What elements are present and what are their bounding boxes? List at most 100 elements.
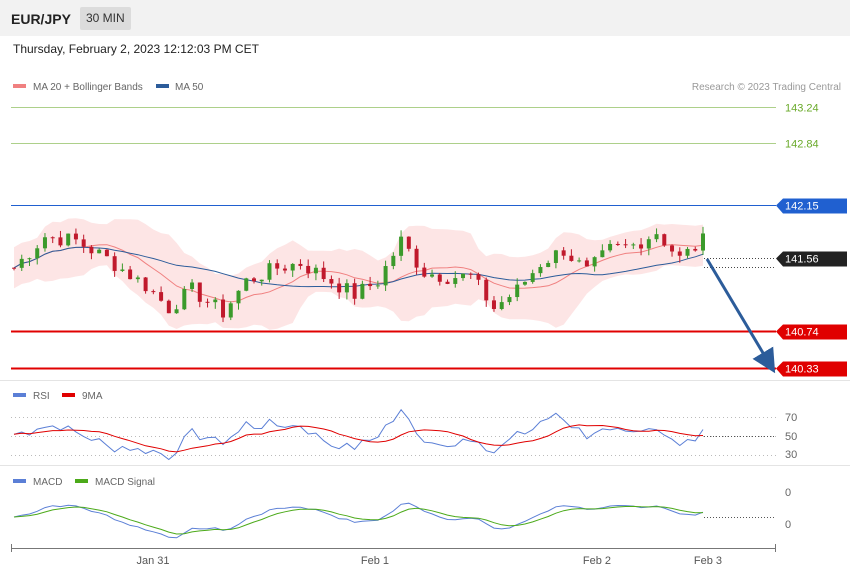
legend-macd-signal: MACD Signal	[95, 477, 155, 488]
candle	[282, 264, 287, 274]
support-price-tag	[776, 361, 847, 377]
candle	[35, 245, 40, 265]
candle	[151, 289, 156, 295]
macd-label-upper: 0	[785, 487, 791, 499]
last-price-label: 141.56	[785, 254, 819, 266]
candle	[213, 297, 218, 309]
legend-rsi: RSI	[33, 391, 50, 402]
legend-swatch-macd-signal	[75, 479, 88, 483]
candle	[491, 296, 496, 312]
pivot-price-tag	[776, 198, 847, 214]
candle	[584, 257, 589, 267]
candle	[414, 245, 419, 275]
legend-swatch-ma50	[156, 84, 169, 88]
candle	[275, 259, 280, 276]
candle	[399, 230, 404, 262]
candle	[685, 246, 690, 259]
candle	[430, 269, 435, 278]
target-level-label: 142.84	[785, 139, 819, 151]
candle	[27, 257, 32, 266]
bollinger-band	[14, 218, 703, 330]
target-level-label: 143.24	[785, 103, 819, 115]
support-price-tag	[776, 324, 847, 340]
candle	[298, 259, 303, 270]
candle	[522, 281, 527, 286]
chart-datetime: Thursday, February 2, 2023 12:12:03 PM C…	[13, 42, 259, 56]
candle	[112, 252, 117, 277]
candle	[639, 238, 644, 256]
candle	[383, 260, 388, 291]
candle	[646, 236, 651, 256]
rsi-ma-line	[13, 424, 704, 453]
legend-swatch-macd	[13, 479, 26, 483]
interval-button[interactable]: 30 MIN	[80, 7, 131, 30]
candle	[135, 275, 140, 283]
candle	[515, 278, 520, 302]
x-tick-label: Feb 1	[361, 555, 389, 567]
candle	[569, 249, 574, 262]
pivot-price-label: 142.15	[785, 201, 819, 213]
candle	[73, 228, 78, 245]
candle	[267, 260, 272, 283]
candle	[66, 233, 71, 247]
support-price-label: 140.74	[785, 327, 819, 339]
candle	[290, 263, 295, 277]
candle	[553, 249, 558, 269]
candle	[445, 279, 450, 285]
candle	[228, 301, 233, 321]
candle	[693, 246, 698, 252]
candle	[484, 277, 489, 307]
candle	[422, 262, 427, 278]
watermark: Research © 2023 Trading Central	[692, 82, 841, 93]
candle	[205, 298, 210, 308]
candle	[329, 275, 334, 289]
candle	[50, 236, 55, 244]
candle	[306, 259, 311, 279]
legend-swatch-rsi-ma	[62, 393, 75, 397]
symbol-label: EUR/JPY	[11, 11, 71, 27]
candle	[313, 264, 318, 281]
candle	[476, 272, 481, 286]
candle	[623, 239, 628, 249]
candle	[437, 273, 442, 286]
candle	[701, 226, 705, 255]
candle	[352, 278, 357, 305]
candle	[631, 242, 636, 250]
candle	[608, 240, 613, 253]
candle	[654, 228, 659, 243]
candle	[615, 241, 620, 246]
candle	[391, 252, 396, 270]
candle	[375, 280, 380, 289]
candle	[406, 236, 411, 252]
candle	[468, 272, 473, 279]
candle	[143, 276, 148, 294]
candle	[159, 286, 164, 302]
candle	[97, 248, 102, 254]
x-tick-label: Jan 31	[136, 555, 169, 567]
candle	[81, 234, 86, 253]
candle	[321, 261, 326, 283]
candle	[244, 277, 249, 292]
candle	[182, 286, 187, 311]
rsi-label-50: 50	[785, 431, 797, 443]
candle	[12, 267, 16, 271]
candle	[600, 244, 605, 258]
candle	[546, 260, 551, 268]
candle	[104, 249, 109, 257]
candle	[592, 256, 597, 272]
candle	[507, 294, 512, 306]
candle	[530, 269, 535, 284]
candle	[166, 299, 171, 314]
candle	[360, 280, 365, 300]
candle	[577, 257, 582, 263]
candle	[662, 233, 667, 247]
legend-macd: MACD	[33, 477, 62, 488]
candle	[499, 296, 504, 311]
x-tick-label: Feb 2	[583, 555, 611, 567]
candle	[236, 290, 241, 310]
candle	[42, 233, 47, 252]
candle	[128, 265, 133, 280]
chart-header: EUR/JPY 30 MIN	[0, 0, 850, 36]
legend-rsi-ma: 9MA	[82, 391, 103, 402]
